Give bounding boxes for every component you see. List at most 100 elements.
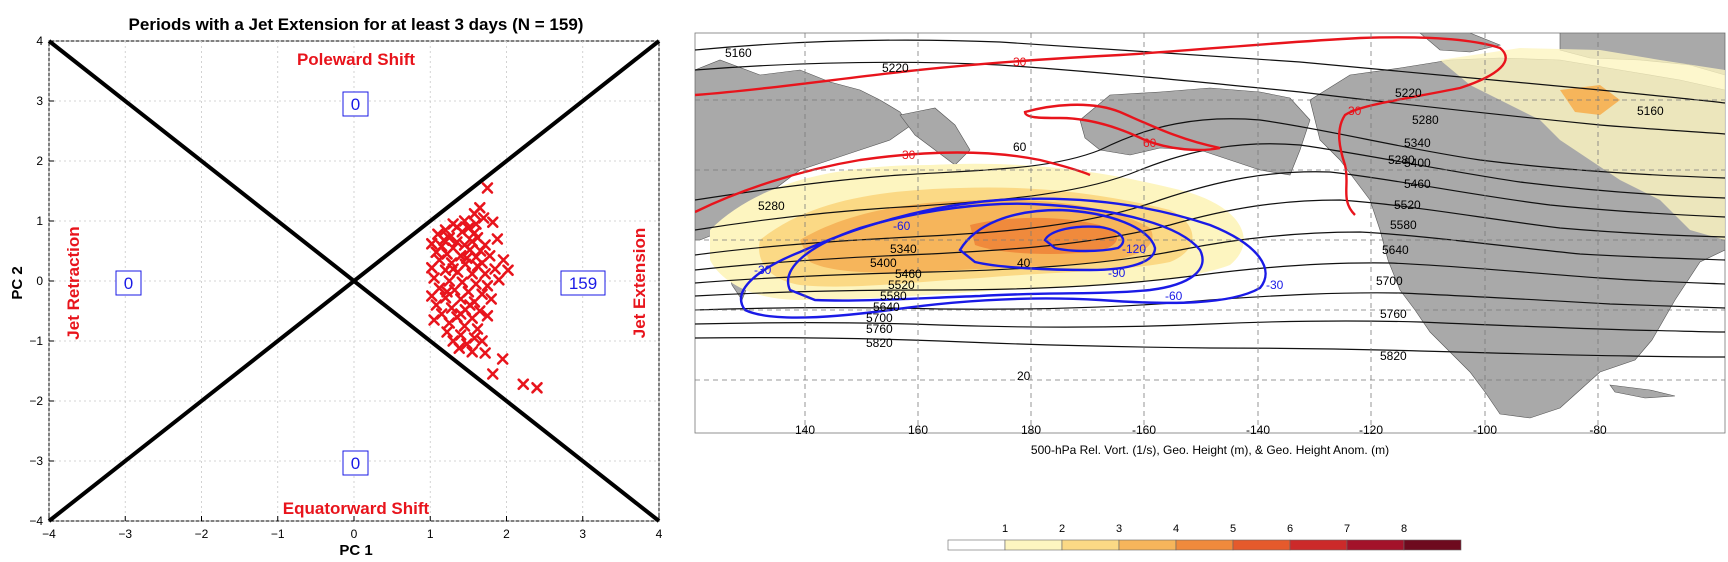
x-tick-label: −3 [118, 527, 132, 541]
colorbar-swatch [947, 539, 1006, 551]
scatter-point [458, 320, 471, 332]
y-tick-label: 2 [36, 154, 43, 168]
y-tick-label: 4 [36, 34, 43, 48]
height-label: 5280 [1412, 113, 1439, 127]
x-tick-label: 2 [503, 527, 510, 541]
scatter-point [461, 252, 473, 264]
y-tick-label: −2 [29, 394, 43, 408]
land-cuba [1609, 384, 1676, 399]
y-tick-label: 1 [36, 214, 43, 228]
anom-label: 30 [1348, 104, 1362, 118]
height-label: 5820 [1380, 349, 1407, 363]
y-tick-label: −1 [29, 334, 43, 348]
height-label: 5640 [1382, 243, 1409, 257]
x-tick-label: 1 [427, 527, 434, 541]
colorbar-ticks: 1 2 3 4 5 6 7 8 [1002, 523, 1407, 535]
count-box-left: 0 [115, 270, 142, 296]
negative-anomaly-contours [739, 197, 1267, 319]
colorbar-tick: 2 [1059, 523, 1065, 535]
height-label: 5640 [873, 300, 900, 314]
scatter-point [454, 293, 467, 305]
scatter-point [486, 216, 499, 228]
scatter-point [496, 353, 509, 365]
scatter-point [481, 310, 494, 322]
height-label: 5400 [1404, 156, 1431, 170]
scatter-point [441, 326, 453, 338]
scatter-point [430, 299, 443, 311]
scatter-point [425, 238, 438, 250]
lon-tick: 160 [908, 423, 928, 437]
scatter-title: Periods with a Jet Extension for at leas… [129, 15, 584, 34]
scatter-axis-ticks: −4 −3 −2 −1 0 1 2 3 4 −4 −3 −2 −1 0 1 2 3 4 [29, 34, 662, 541]
region-label-extension: Jet Extension [630, 228, 649, 339]
height-label: 5580 [880, 289, 907, 303]
vorticity-map-panel: 5160 5220 5160 5220 5280 5280 5340 5400 … [694, 32, 1726, 551]
scatter-point [428, 314, 440, 326]
region-label-poleward: Poleward Shift [297, 50, 415, 69]
anom-label: -90 [1108, 266, 1126, 280]
colorbar-swatch [1232, 539, 1291, 551]
scatter-point [497, 254, 510, 266]
scatter-point [438, 234, 450, 246]
count-box-bottom: 0 [342, 450, 369, 476]
scatter-point [451, 236, 463, 248]
scatter-point [479, 347, 491, 359]
scatter-point [471, 323, 484, 335]
scatter-point [461, 338, 473, 350]
scatter-point [468, 227, 481, 239]
anom-label: -30 [1266, 278, 1284, 292]
anom-plus60-loop [1023, 103, 1221, 152]
y-tick-label: 3 [36, 94, 43, 108]
colorbar-tick: 3 [1116, 523, 1122, 535]
scatter-xlabel: PC 1 [339, 542, 372, 559]
count-right: 159 [569, 274, 597, 293]
x-tick-label: −2 [195, 527, 209, 541]
colorbar-swatch [1004, 539, 1063, 551]
height-label: 5340 [1404, 136, 1431, 150]
height-label: 5520 [888, 278, 915, 292]
scatter-point [428, 272, 440, 284]
colorbar-tick: 1 [1002, 523, 1008, 535]
colorbar-swatch [1346, 539, 1405, 551]
y-tick-label: −3 [29, 454, 43, 468]
colorbar-tick: 4 [1173, 523, 1179, 535]
x-tick-label: 0 [351, 527, 358, 541]
anom-label: 40 [1017, 256, 1031, 270]
height-label: 5820 [866, 336, 893, 350]
scatter-point [502, 264, 514, 276]
scatter-point [441, 286, 453, 298]
scatter-point [425, 290, 438, 302]
count-box-right: 159 [560, 270, 606, 296]
scatter-point [479, 268, 491, 280]
lon-tick: -100 [1473, 423, 1497, 437]
anom-label: 30 [902, 148, 916, 162]
anom-minus90 [958, 208, 1157, 272]
x-tick-label: 3 [579, 527, 586, 541]
colorbar-tick: 7 [1344, 523, 1350, 535]
height-label: 5340 [890, 242, 917, 256]
height-label: 5160 [1637, 104, 1664, 118]
height-label: 5700 [866, 311, 893, 325]
count-bottom: 0 [351, 454, 360, 473]
scatter-point [447, 263, 459, 275]
height-label: 5760 [866, 322, 893, 336]
scatter-point [485, 293, 498, 305]
colorbar-tick: 5 [1230, 523, 1236, 535]
height-label: 5220 [1395, 86, 1422, 100]
colorbar-tick: 8 [1401, 523, 1407, 535]
scatter-point [468, 208, 481, 220]
map-graticule [695, 33, 1725, 433]
scatter-point [445, 302, 458, 314]
scatter-point [466, 346, 478, 358]
lon-tick: -80 [1589, 423, 1607, 437]
negative-anomaly-labels: -60 -30 -90 -120 -60 -30 [754, 219, 1284, 303]
land-alaska [1079, 87, 1311, 176]
lon-tick: 140 [795, 423, 815, 437]
pc-scatter-chart: Periods with a Jet Extension for at leas… [9, 15, 663, 559]
y-tick-label: 0 [36, 274, 43, 288]
scatter-point [466, 268, 478, 280]
height-contour-labels: 5160 5220 5160 5220 5280 5280 5340 5400 … [725, 46, 1664, 363]
anom-label: 30 [1013, 55, 1027, 69]
height-label: 5400 [870, 256, 897, 270]
